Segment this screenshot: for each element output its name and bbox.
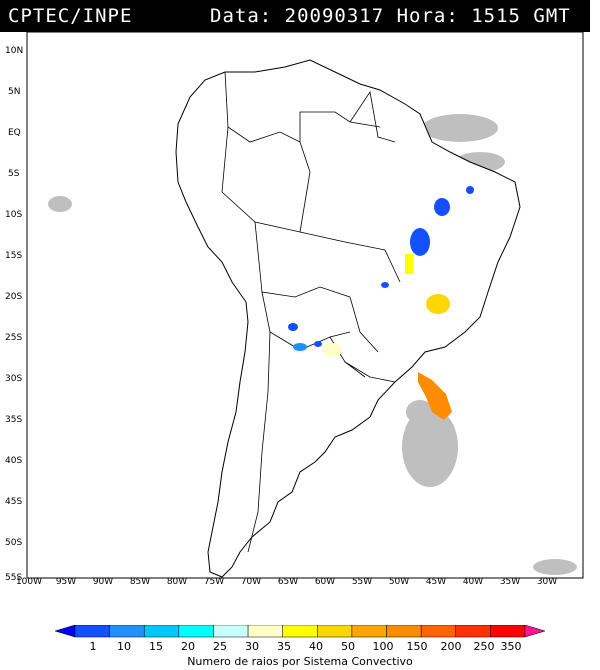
legend-swatch [317,625,353,638]
lat-label: EQ [8,128,21,138]
lon-label: 60W [315,577,335,585]
legend-tick: 350 [500,640,522,653]
lon-label: 95W [56,577,76,585]
country-borders [221,71,401,553]
lat-label: 50S [5,538,22,548]
lat-label: 10S [5,210,22,220]
legend-tick: 40 [309,640,323,653]
longitude-labels: 100W 95W 90W 85W 80W 75W 70W 65W 60W 55W… [16,577,557,585]
legend-swatch [420,625,457,638]
lon-label: 85W [130,577,150,585]
lat-label: 15S [5,251,22,261]
legend-swatch [247,625,283,638]
datetime-label: Data: 20090317 Hora: 1515 GMT [210,5,571,27]
lat-label: 30S [5,374,22,384]
lon-label: 40W [463,577,483,585]
convective-systems [288,186,474,420]
legend-tick: 35 [277,640,291,653]
legend-tick: 50 [341,640,355,653]
lon-label: 65W [278,577,298,585]
legend-tick: 200 [440,640,462,653]
legend-swatch [143,625,180,638]
lat-label: 35S [5,415,22,425]
lon-label: 75W [204,577,224,585]
lightning-map: 10N 5N EQ 5S 10S 15S 20S 25S 30S 35S 40S… [5,32,584,585]
lat-label: 20S [5,292,22,302]
lat-label: 25S [5,333,22,343]
legend-swatch [455,625,491,638]
lat-label: 40S [5,456,22,466]
lat-label: 45S [5,497,22,507]
lon-label: 35W [500,577,520,585]
legend-tick: 250 [473,640,495,653]
legend-swatch [213,625,249,638]
lon-label: 50W [389,577,409,585]
lat-label: 5N [8,87,20,97]
legend-swatch [74,625,110,638]
south-america-coast [175,59,521,578]
title-bar: CPTEC/INPE Data: 20090317 Hora: 1515 GMT [0,0,590,32]
legend-swatch [178,625,214,638]
lat-label: 10N [5,46,23,56]
legend-tick: 100 [372,640,394,653]
lat-label: 55S [5,573,22,583]
legend-swatch-low [55,625,76,638]
lon-label: 80W [167,577,187,585]
legend-tick: 10 [117,640,131,653]
legend-swatch [386,625,422,638]
lon-label: 70W [241,577,261,585]
legend-tick: 150 [406,640,428,653]
legend-swatch [351,625,387,638]
lon-label: 45W [426,577,446,585]
legend-tick: 20 [181,640,195,653]
lon-label: 55W [352,577,372,585]
legend-tick: 15 [149,640,163,653]
legend-swatch [490,625,526,638]
color-legend-bar [55,625,545,638]
legend-swatch-high [524,625,545,638]
legend-ticks: 1 10 15 20 25 30 35 40 50 100 150 200 25… [0,640,600,654]
source-label: CPTEC/INPE [8,5,133,27]
legend-swatch [282,625,318,638]
lat-label: 5S [8,169,20,179]
legend-swatch [109,625,145,638]
lon-label: 90W [93,577,113,585]
legend-tick: 1 [89,640,97,653]
lon-label: 100W [16,577,42,585]
legend-tick: 25 [213,640,227,653]
legend-title: Numero de raios por Sistema Convectivo [187,655,413,668]
lon-label: 30W [537,577,557,585]
legend-tick: 30 [245,640,259,653]
latitude-labels: 10N 5N EQ 5S 10S 15S 20S 25S 30S 35S 40S… [5,46,23,583]
